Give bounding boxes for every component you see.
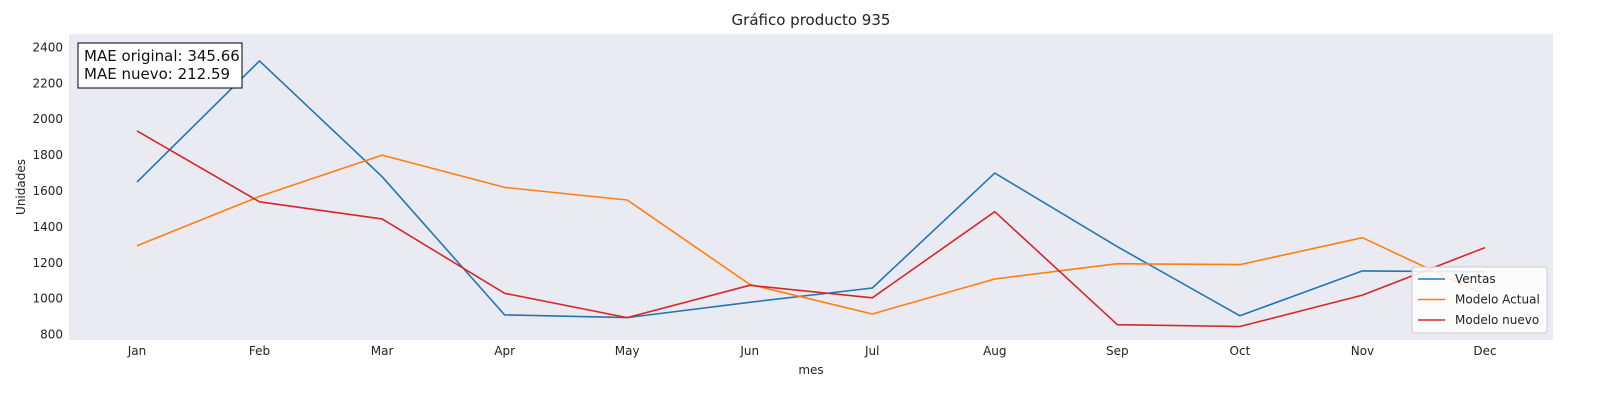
plot-area bbox=[69, 34, 1553, 340]
y-tick-label: 2000 bbox=[32, 112, 63, 126]
legend-label: Ventas bbox=[1455, 272, 1496, 286]
y-tick-label: 1000 bbox=[32, 292, 63, 306]
x-axis-label: mes bbox=[798, 363, 823, 377]
x-tick-label: Apr bbox=[494, 344, 515, 358]
y-axis-label: Unidades bbox=[14, 159, 28, 215]
y-tick-label: 1800 bbox=[32, 148, 63, 162]
y-tick-label: 2400 bbox=[32, 40, 63, 54]
series-line-modelo-nuevo bbox=[136, 130, 1486, 328]
x-tick-label: Dec bbox=[1473, 344, 1496, 358]
y-tick-label: 2200 bbox=[32, 76, 63, 90]
y-tick-label: 800 bbox=[40, 328, 63, 342]
chart-title: Gráfico producto 935 bbox=[732, 11, 891, 29]
x-tick-label: Jun bbox=[739, 344, 759, 358]
series-layer bbox=[136, 60, 1486, 328]
x-tick-label: Aug bbox=[983, 344, 1006, 358]
series-line-modelo-actual bbox=[136, 154, 1486, 315]
mae-nuevo-text: MAE nuevo: 212.59 bbox=[84, 65, 230, 83]
y-tick-label: 1200 bbox=[32, 256, 63, 270]
legend-label: Modelo nuevo bbox=[1455, 313, 1539, 327]
x-tick-label: May bbox=[615, 344, 640, 358]
y-tick-label: 1400 bbox=[32, 220, 63, 234]
x-tick-label: Oct bbox=[1230, 344, 1251, 358]
x-tick-label: Mar bbox=[371, 344, 394, 358]
x-tick-label: Feb bbox=[249, 344, 270, 358]
series-line-ventas bbox=[136, 60, 1486, 319]
x-tick-label: Jul bbox=[864, 344, 879, 358]
y-axis-ticks: 800 1000 1200 1400 1600 1800 2000 2200 2400 bbox=[32, 40, 63, 341]
mae-original-text: MAE original: 345.66 bbox=[84, 47, 240, 65]
y-tick-label: 1600 bbox=[32, 184, 63, 198]
x-tick-label: Jan bbox=[127, 344, 147, 358]
legend-label: Modelo Actual bbox=[1455, 293, 1540, 307]
x-tick-label: Nov bbox=[1351, 344, 1374, 358]
x-tick-label: Sep bbox=[1106, 344, 1129, 358]
mae-annotation-box: MAE original: 345.66 MAE nuevo: 212.59 bbox=[77, 42, 243, 89]
legend: Ventas Modelo Actual Modelo nuevo bbox=[1411, 266, 1548, 334]
x-axis-ticks: Jan Feb Mar Apr May Jun Jul Aug Sep Oct Nov Dec bbox=[127, 344, 1497, 358]
